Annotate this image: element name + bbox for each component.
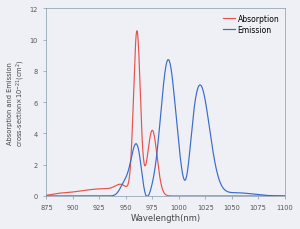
Emission bbox=[45, 195, 48, 197]
Line: Absorption: Absorption bbox=[46, 32, 285, 196]
Legend: Absorption, Emission: Absorption, Emission bbox=[221, 13, 281, 36]
Absorption bbox=[136, 32, 139, 35]
Emission bbox=[241, 192, 244, 194]
Absorption bbox=[188, 195, 191, 197]
Emission bbox=[167, 59, 170, 62]
Absorption bbox=[241, 195, 244, 197]
Emission bbox=[283, 195, 286, 197]
Absorption bbox=[222, 195, 226, 197]
Emission bbox=[200, 85, 203, 88]
Emission bbox=[144, 195, 148, 197]
Line: Emission: Emission bbox=[46, 60, 285, 196]
Absorption bbox=[135, 30, 139, 33]
Emission bbox=[223, 188, 226, 191]
Absorption bbox=[283, 195, 286, 197]
Absorption bbox=[45, 194, 48, 197]
Emission bbox=[88, 195, 92, 197]
Emission bbox=[188, 154, 191, 156]
Absorption bbox=[88, 188, 92, 191]
X-axis label: Wavelength(nm): Wavelength(nm) bbox=[130, 213, 201, 222]
Absorption bbox=[200, 195, 203, 197]
Emission bbox=[136, 145, 139, 147]
Y-axis label: Absorption and Emission
cross-section×10$^{-21}$(cm$^2$): Absorption and Emission cross-section×10… bbox=[7, 59, 27, 146]
